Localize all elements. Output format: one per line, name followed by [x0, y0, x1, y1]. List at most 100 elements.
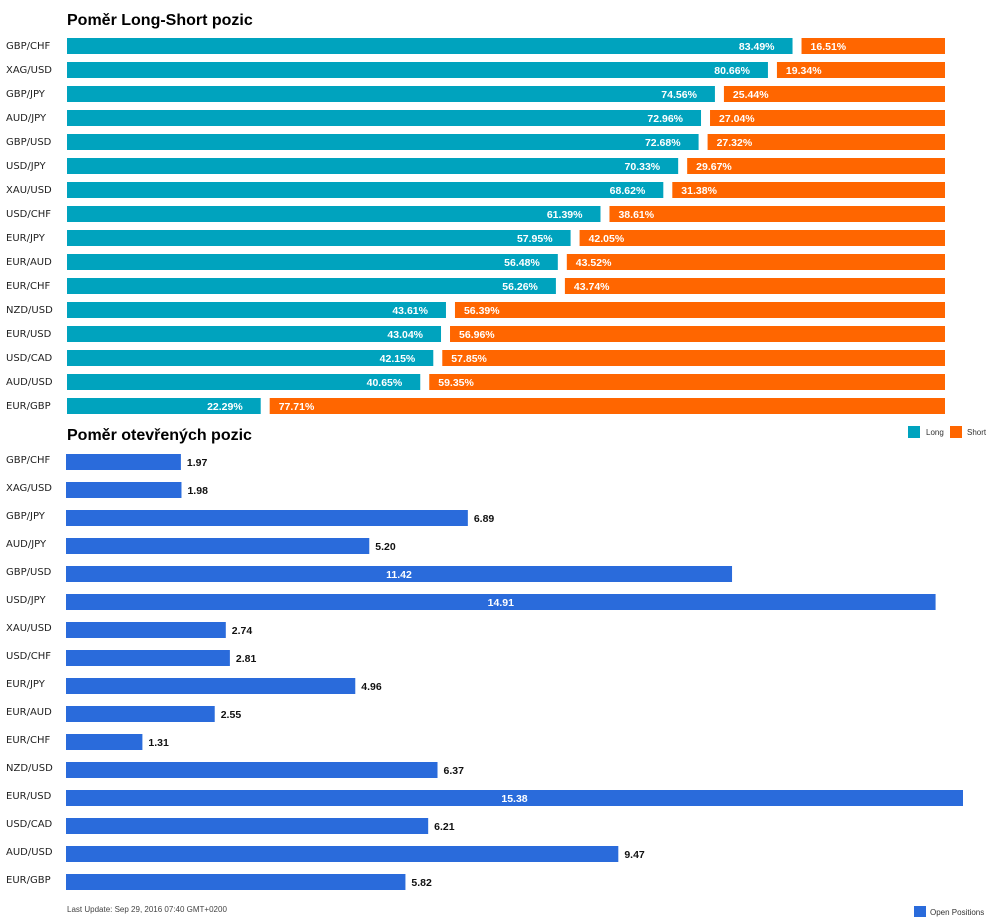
long-value-usd-cad: 42.15% [380, 353, 416, 365]
open-positions-value-eur-jpy: 4.96 [361, 681, 382, 693]
short-value-gbp-jpy: 25.44% [733, 89, 769, 101]
short-value-nzd-usd: 56.39% [464, 305, 500, 317]
open-positions-bar-aud-jpy [66, 538, 370, 554]
open-positions-value-gbp-chf: 1.97 [187, 457, 208, 469]
long-value-eur-aud: 56.48% [504, 257, 540, 269]
ls-category-label-gbp-jpy: GBP/JPY [6, 89, 46, 100]
open-positions-value-usd-cad: 6.21 [434, 821, 455, 833]
short-value-aud-usd: 59.35% [438, 377, 474, 389]
short-value-xag-usd: 19.34% [786, 65, 822, 77]
short-bar-usd-cad [442, 350, 945, 366]
long-value-usd-chf: 61.39% [547, 209, 583, 221]
long-value-eur-usd: 43.04% [387, 329, 423, 341]
short-bar-eur-jpy [579, 230, 945, 246]
short-value-eur-gbp: 77.71% [279, 401, 315, 413]
long-value-xau-usd: 68.62% [610, 185, 646, 197]
open-positions-bar-eur-usd [66, 790, 963, 806]
short-bar-usd-jpy [687, 158, 945, 174]
open-positions-bar-eur-aud [66, 706, 215, 722]
open-positions-value-usd-jpy: 14.91 [488, 597, 514, 609]
long-value-eur-jpy: 57.95% [517, 233, 553, 245]
long-value-xag-usd: 80.66% [714, 65, 750, 77]
op-category-label-eur-usd: EUR/USD [6, 791, 52, 802]
ls-category-label-aud-jpy: AUD/JPY [6, 113, 47, 124]
open-positions-bar-xau-usd [66, 622, 226, 638]
open-positions-bar-gbp-jpy [66, 510, 468, 526]
long-bar-usd-jpy [67, 158, 679, 174]
long-value-gbp-chf: 83.49% [739, 41, 775, 53]
short-bar-xau-usd [672, 182, 945, 198]
open-positions-value-gbp-usd: 11.42 [386, 569, 412, 581]
ls-category-label-usd-chf: USD/CHF [6, 209, 51, 220]
long-bar-eur-jpy [67, 230, 571, 246]
long-bar-gbp-jpy [67, 86, 715, 102]
open-positions-bar-eur-gbp [66, 874, 406, 890]
op-category-label-usd-jpy: USD/JPY [6, 595, 46, 606]
long-bar-xau-usd [67, 182, 664, 198]
long-bar-nzd-usd [67, 302, 446, 318]
long-bar-usd-chf [67, 206, 601, 222]
ls-category-label-eur-chf: EUR/CHF [6, 281, 50, 292]
open-positions-value-xag-usd: 1.98 [187, 485, 208, 497]
long-value-gbp-usd: 72.68% [645, 137, 681, 149]
ls-category-label-eur-usd: EUR/USD [6, 329, 52, 340]
ls-category-label-eur-jpy: EUR/JPY [6, 233, 46, 244]
short-bar-eur-gbp [269, 398, 946, 414]
open-positions-value-eur-chf: 1.31 [148, 737, 169, 749]
op-category-label-eur-gbp: EUR/GBP [6, 875, 51, 886]
short-value-aud-jpy: 27.04% [719, 113, 755, 125]
ls-category-label-usd-jpy: USD/JPY [6, 161, 46, 172]
open-positions-value-xau-usd: 2.74 [232, 625, 253, 637]
ls-category-label-aud-usd: AUD/USD [6, 377, 53, 388]
open-positions-bars: GBP/CHF 1.97 XAG/USD 1.98 GBP/JPY 6.89 AUD/JPY… [6, 454, 963, 890]
ls-category-label-eur-aud: EUR/AUD [6, 257, 52, 268]
open-positions-bar-usd-chf [66, 650, 230, 666]
open-positions-value-usd-chf: 2.81 [236, 653, 257, 665]
short-value-usd-cad: 57.85% [451, 353, 487, 365]
short-value-xau-usd: 31.38% [681, 185, 717, 197]
long-value-gbp-jpy: 74.56% [661, 89, 697, 101]
ls-category-label-eur-gbp: EUR/GBP [6, 401, 51, 412]
short-value-usd-chf: 38.61% [618, 209, 654, 221]
short-value-eur-usd: 56.96% [459, 329, 495, 341]
short-value-gbp-chf: 16.51% [811, 41, 847, 53]
op-category-label-xau-usd: XAU/USD [6, 623, 52, 634]
open-positions-bar-xag-usd [66, 482, 182, 498]
long-bar-eur-gbp [67, 398, 261, 414]
op-category-label-eur-chf: EUR/CHF [6, 735, 50, 746]
op-category-label-aud-usd: AUD/USD [6, 847, 53, 858]
long-bar-usd-cad [67, 350, 434, 366]
open-positions-value-aud-jpy: 5.20 [375, 541, 396, 553]
long-value-aud-jpy: 72.96% [647, 113, 683, 125]
open-positions-bar-aud-usd [66, 846, 619, 862]
ls-category-label-xag-usd: XAG/USD [6, 65, 52, 76]
open-positions-legend: Open Positions [914, 906, 984, 917]
short-value-eur-jpy: 42.05% [589, 233, 625, 245]
short-value-eur-aud: 43.52% [576, 257, 612, 269]
open-positions-value-aud-usd: 9.47 [624, 849, 645, 861]
short-bar-eur-aud [566, 254, 945, 270]
long-bar-gbp-chf [67, 38, 793, 54]
short-bar-xag-usd [776, 62, 945, 78]
open-positions-bar-eur-jpy [66, 678, 356, 694]
last-update-text: Last Update: Sep 29, 2016 07:40 GMT+0200 [67, 905, 227, 914]
short-bar-gbp-chf [801, 38, 945, 54]
ls-category-label-xau-usd: XAU/USD [6, 185, 52, 196]
legend-open-positions-label: Open Positions [930, 908, 984, 917]
open-positions-bar-gbp-usd [66, 566, 733, 582]
op-category-label-gbp-chf: GBP/CHF [6, 455, 51, 466]
long-bar-aud-usd [67, 374, 421, 390]
long-short-chart-title: Poměr Long-Short pozic [67, 12, 253, 29]
op-category-label-nzd-usd: NZD/USD [6, 763, 53, 774]
open-positions-chart-title: Poměr otevřených pozic [67, 427, 252, 444]
short-bar-usd-chf [609, 206, 945, 222]
short-bar-aud-jpy [710, 110, 945, 126]
long-value-eur-chf: 56.26% [502, 281, 538, 293]
ls-category-label-gbp-usd: GBP/USD [6, 137, 52, 148]
legend-short-label: Short [967, 428, 987, 437]
long-short-bars: GBP/CHF 83.49% 16.51% XAG/USD 80.66% 19.34% GB… [6, 38, 946, 414]
ls-category-label-usd-cad: USD/CAD [6, 353, 53, 364]
legend-long-swatch [908, 426, 920, 438]
long-value-eur-gbp: 22.29% [207, 401, 243, 413]
